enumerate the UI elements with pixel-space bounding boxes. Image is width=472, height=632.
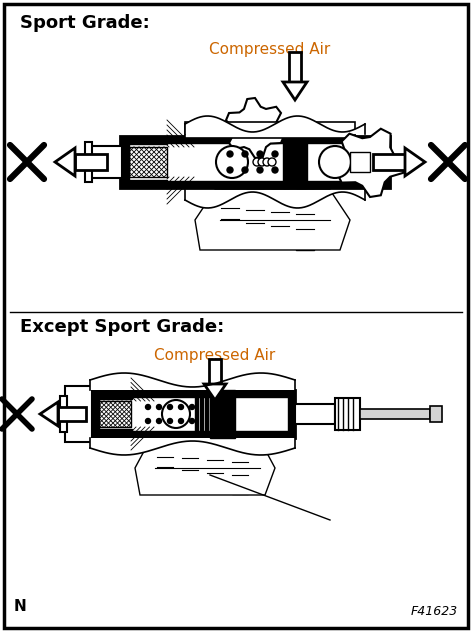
Bar [283, 136, 307, 188]
Text: Sport Grade:: Sport Grade: [20, 14, 150, 32]
Polygon shape [405, 148, 425, 176]
Bar [85, 142, 92, 182]
Circle shape [268, 158, 276, 166]
Circle shape [178, 418, 184, 423]
Circle shape [258, 158, 266, 166]
Bar [200, 397, 203, 431]
Bar [246, 190, 264, 240]
Bar [373, 154, 405, 170]
Circle shape [253, 158, 261, 166]
Bar [99, 401, 131, 427]
Bar [127, 144, 129, 180]
Bar [295, 404, 335, 424]
Bar [232, 440, 248, 494]
Circle shape [189, 404, 194, 410]
Text: Compressed Air: Compressed Air [210, 42, 330, 57]
Polygon shape [195, 190, 350, 250]
Bar [97, 397, 132, 399]
Circle shape [145, 418, 151, 423]
Bar [127, 143, 383, 181]
Circle shape [319, 146, 351, 178]
Circle shape [157, 404, 161, 410]
Circle shape [168, 418, 172, 423]
Polygon shape [283, 82, 307, 100]
Bar [120, 136, 390, 188]
Bar [210, 397, 213, 431]
Circle shape [178, 404, 184, 410]
Circle shape [257, 167, 263, 173]
Bar [271, 190, 289, 245]
Bar [127, 142, 167, 144]
Text: N: N [14, 599, 27, 614]
Text: Except Sport Grade:: Except Sport Grade: [20, 318, 224, 336]
Bar [209, 359, 221, 384]
Circle shape [162, 400, 190, 428]
Bar [350, 152, 370, 172]
Circle shape [257, 151, 263, 157]
Bar [360, 409, 430, 419]
Bar [60, 396, 67, 432]
Circle shape [227, 167, 233, 173]
Bar [129, 147, 167, 177]
Circle shape [242, 151, 248, 157]
Polygon shape [55, 148, 75, 176]
Bar [97, 399, 99, 429]
Circle shape [157, 418, 161, 423]
Polygon shape [337, 129, 405, 197]
Polygon shape [40, 402, 58, 426]
Bar [97, 429, 132, 431]
Circle shape [272, 167, 278, 173]
Polygon shape [135, 440, 275, 495]
Bar [90, 146, 122, 178]
Circle shape [189, 418, 194, 423]
Bar [207, 440, 223, 490]
Bar [58, 407, 86, 421]
Polygon shape [226, 98, 284, 158]
Bar [127, 180, 167, 182]
Bar [157, 440, 173, 482]
Circle shape [145, 404, 151, 410]
Bar [195, 397, 198, 431]
Bar [335, 398, 360, 430]
Bar [430, 406, 442, 422]
Bar [215, 397, 218, 431]
Text: Compressed Air: Compressed Air [154, 348, 276, 363]
Bar [90, 390, 295, 438]
Circle shape [168, 404, 172, 410]
Circle shape [272, 151, 278, 157]
Bar [221, 190, 239, 235]
Circle shape [242, 167, 248, 173]
Bar [210, 390, 235, 438]
Bar [65, 386, 92, 442]
Bar [182, 440, 198, 486]
Bar [296, 190, 314, 250]
Text: F41623: F41623 [411, 605, 458, 618]
Bar [75, 154, 107, 170]
Circle shape [263, 158, 271, 166]
Circle shape [227, 151, 233, 157]
Circle shape [216, 146, 248, 178]
Polygon shape [204, 384, 226, 400]
Bar [185, 122, 355, 138]
Bar [289, 52, 301, 82]
Bar [97, 397, 288, 431]
Bar [285, 143, 305, 181]
Bar [205, 397, 208, 431]
